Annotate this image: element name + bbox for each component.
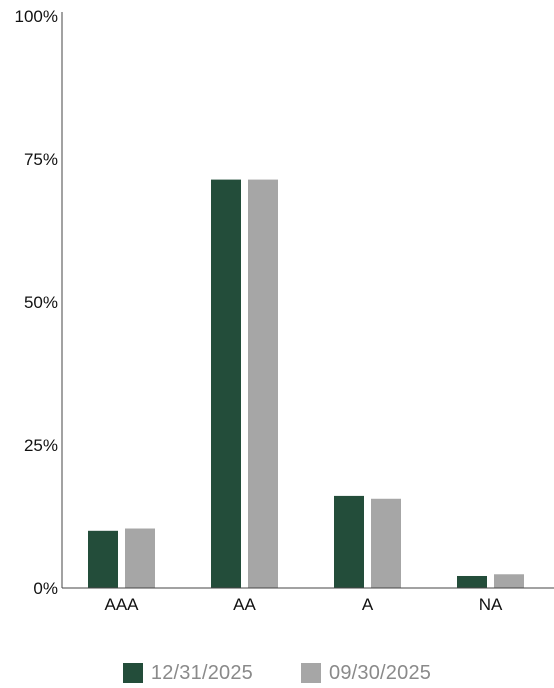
x-axis-tick-labels: AAA AA A NA: [104, 595, 502, 614]
bar-na-series-1: [457, 575, 487, 588]
bar-aa-series-2: [248, 179, 278, 589]
bar-a-series-2: [371, 498, 401, 588]
legend: 12/31/2025 09/30/2025: [0, 658, 554, 688]
x-tick-label-aa: AA: [233, 595, 256, 614]
bar-aaa-series-1: [88, 530, 118, 588]
bar-aaa-series-2: [125, 528, 155, 588]
bar-na-series-2: [494, 574, 524, 588]
y-axis-tick-labels: 0% 25% 50% 75% 100%: [15, 7, 58, 598]
legend-item-series-1: 12/31/2025: [122, 661, 253, 685]
bar-aa-series-1: [211, 179, 241, 589]
legend-swatch-series-1: [122, 663, 143, 683]
y-tick-label: 0%: [33, 579, 58, 598]
y-tick-label: 50%: [24, 293, 58, 312]
legend-swatch-series-2: [301, 663, 321, 683]
legend-label-series-1: 12/31/2025: [150, 661, 253, 684]
y-tick-label: 75%: [24, 150, 58, 169]
legend-label-series-2: 09/30/2025: [329, 661, 432, 684]
legend-item-series-2: 09/30/2025: [301, 662, 431, 685]
bar-a-series-1: [334, 495, 364, 588]
x-tick-label-na: NA: [479, 595, 503, 614]
bars-group: [88, 179, 524, 589]
x-tick-label-aaa: AAA: [104, 595, 139, 614]
y-tick-label: 100%: [15, 7, 58, 26]
x-tick-label-a: A: [362, 595, 374, 614]
y-tick-label: 25%: [24, 436, 58, 455]
